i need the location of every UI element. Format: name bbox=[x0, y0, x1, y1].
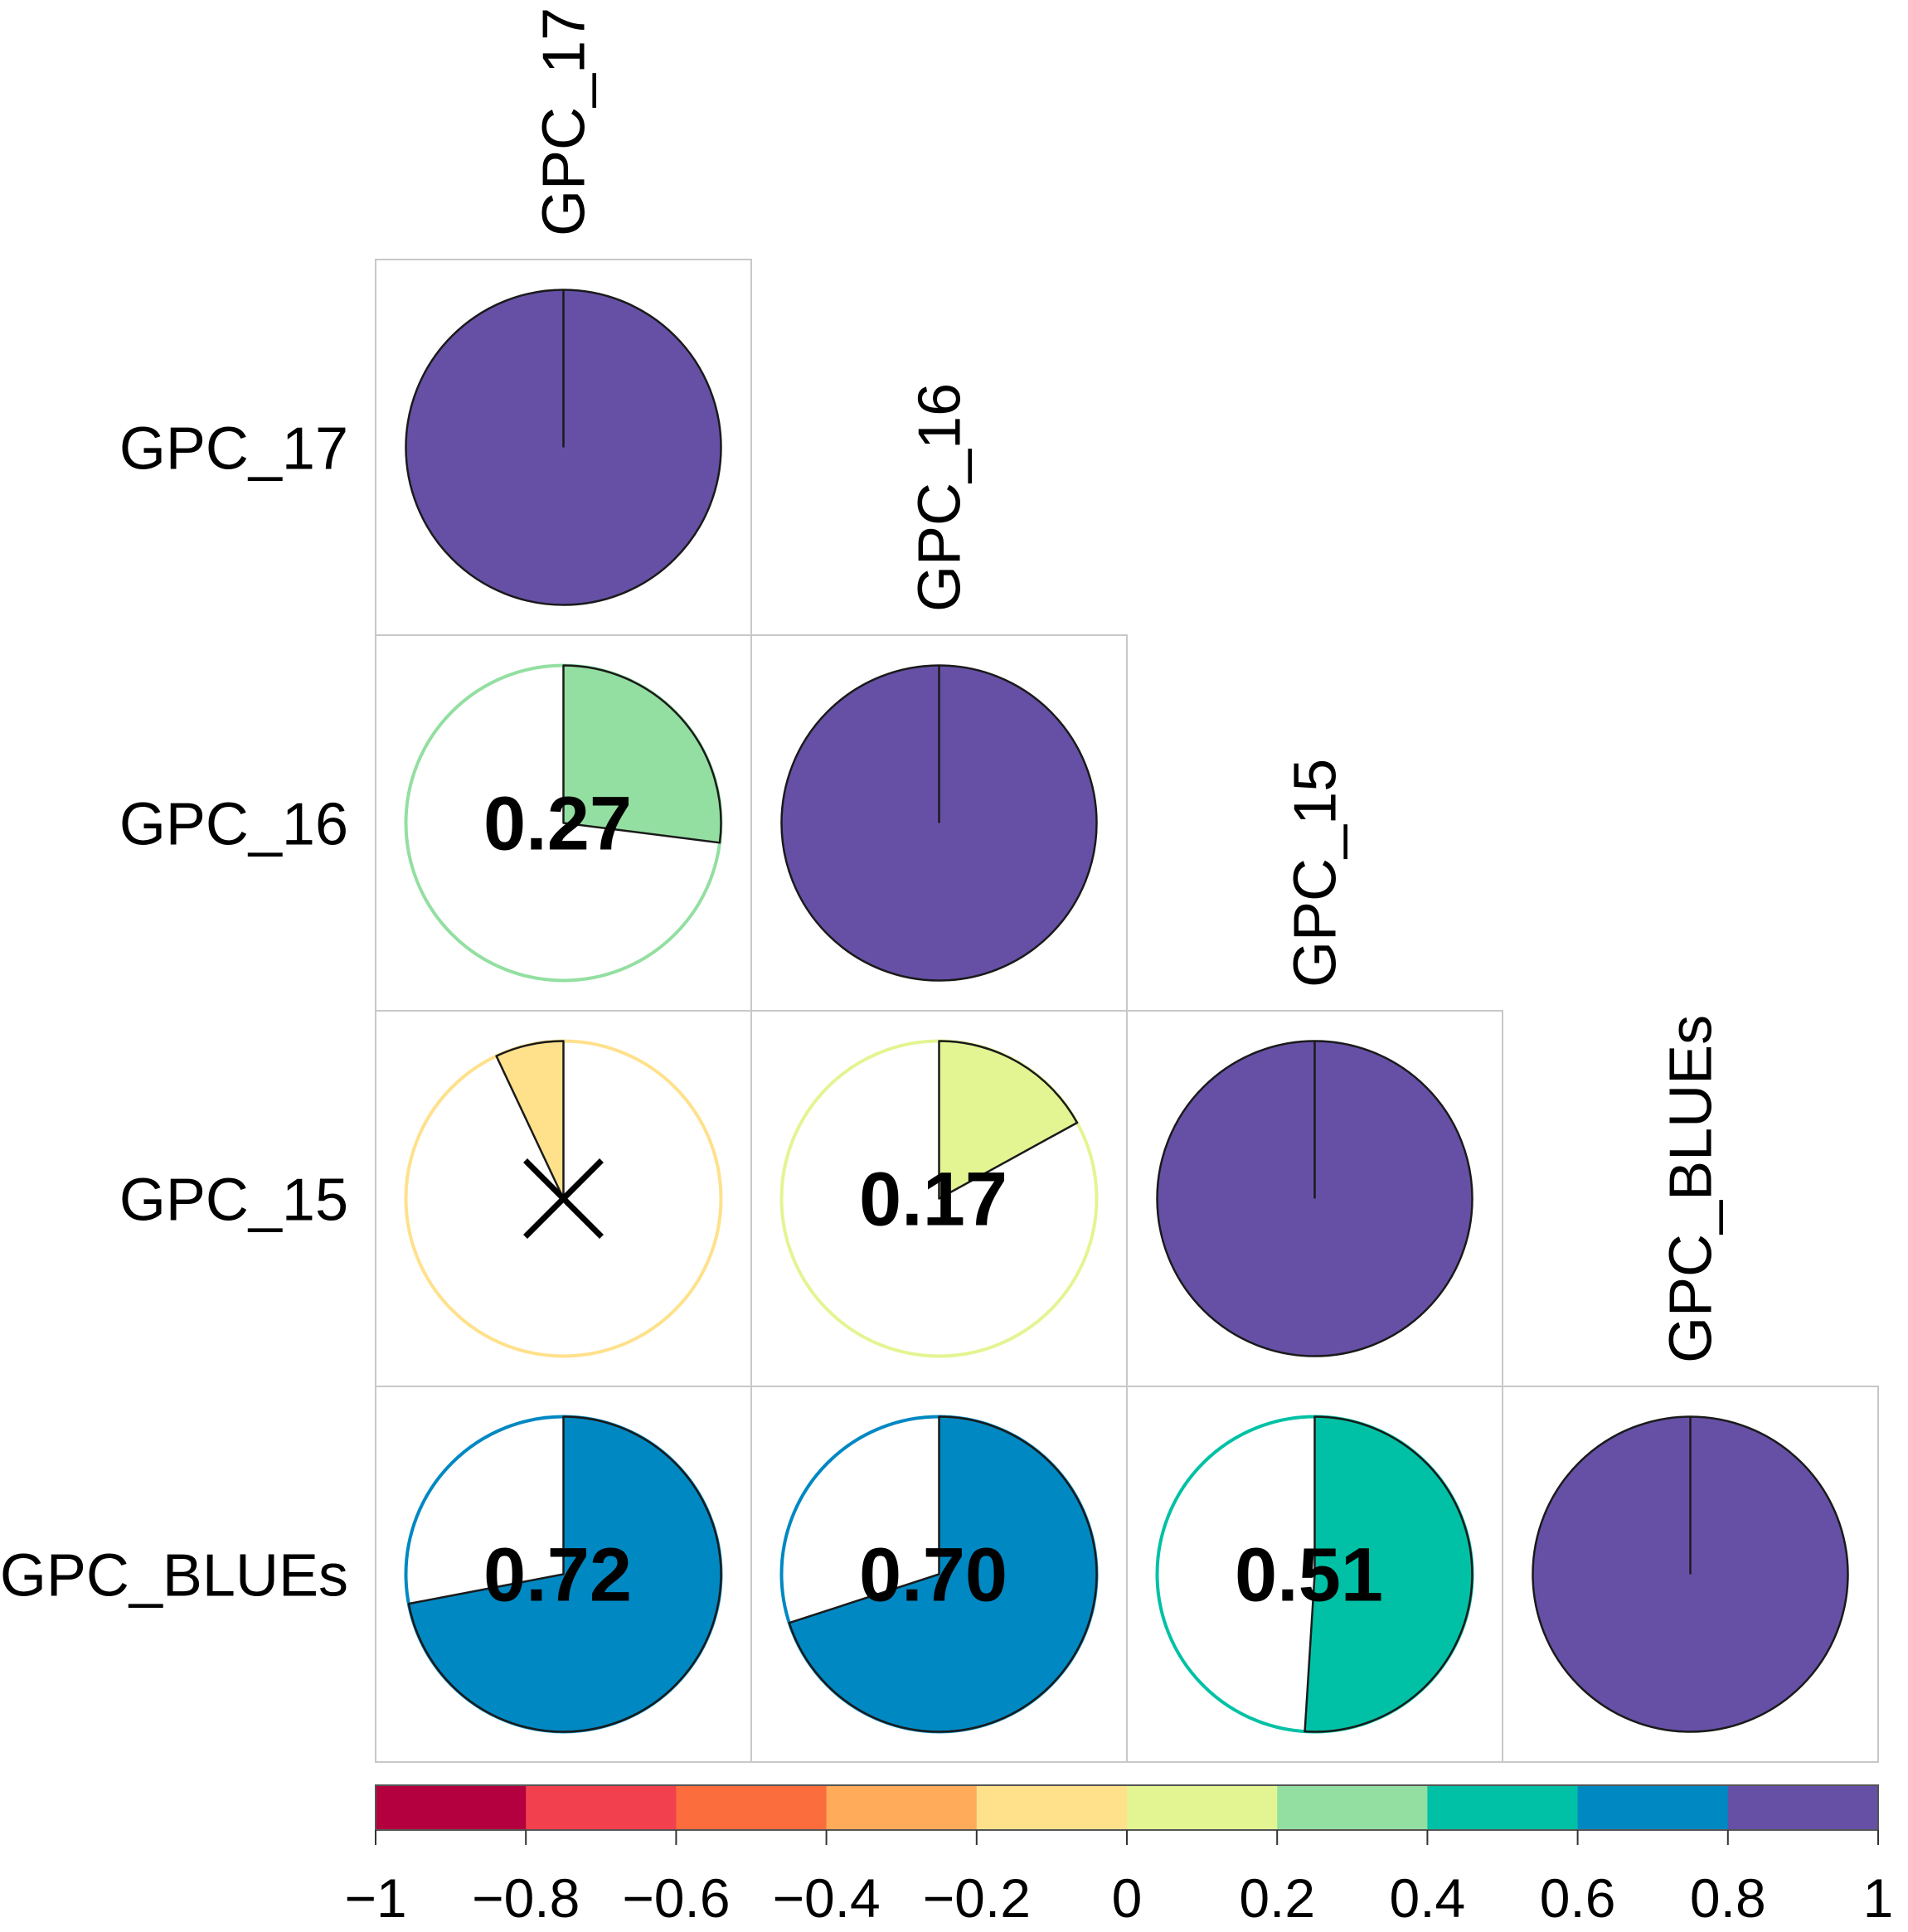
colorbar-segment bbox=[1727, 1785, 1879, 1830]
column-labels: GPC_17 GPC_16 GPC_15 GPC_BLUEs bbox=[532, 7, 1725, 1363]
colorbar-tick-label: −0.6 bbox=[622, 1867, 730, 1929]
colorbar-tick-label: −1 bbox=[344, 1867, 406, 1929]
cross-stroke bbox=[523, 1158, 604, 1239]
matrix-cell: 0.27 bbox=[375, 634, 752, 1012]
colorbar-segment bbox=[826, 1785, 978, 1830]
coefficient-label: 0.51 bbox=[1235, 1533, 1383, 1618]
row-label: GPC_BLUEs bbox=[0, 1543, 348, 1609]
colorbar-tick-label: −0.2 bbox=[923, 1867, 1031, 1929]
matrix-cell bbox=[375, 1010, 752, 1387]
matrix-cell bbox=[1126, 1010, 1503, 1387]
colorbar-tick-label: 0.4 bbox=[1390, 1867, 1466, 1929]
row-labels: GPC_17 GPC_16 GPC_15 GPC_BLUEs bbox=[0, 416, 348, 1609]
matrix-cell bbox=[1502, 1386, 1879, 1763]
column-label: GPC_16 bbox=[907, 383, 973, 612]
colorbar-tick-label: −0.8 bbox=[472, 1867, 580, 1929]
column-label: GPC_15 bbox=[1283, 759, 1349, 988]
coefficient-label: 0.17 bbox=[859, 1158, 1007, 1242]
matrix-cell: 0.70 bbox=[750, 1386, 1128, 1763]
insignificant-cross-mark bbox=[523, 1158, 604, 1239]
matrix-cell bbox=[375, 259, 752, 636]
colorbar-segment bbox=[1127, 1785, 1278, 1830]
coefficient-label: 0.70 bbox=[859, 1533, 1007, 1618]
colorbar-tick-label: −0.4 bbox=[772, 1867, 880, 1929]
colorbar-segment bbox=[376, 1785, 527, 1830]
column-label: GPC_17 bbox=[532, 7, 598, 236]
colorbar-segment bbox=[1427, 1785, 1579, 1830]
cell-border bbox=[1502, 1386, 1879, 1763]
row-label: GPC_15 bbox=[119, 1167, 348, 1234]
colorbar-tick-label: 0 bbox=[1112, 1867, 1143, 1929]
colorbar-segment bbox=[1577, 1785, 1729, 1830]
row-label: GPC_17 bbox=[119, 416, 348, 483]
colorbar-tick-label: 0.2 bbox=[1239, 1867, 1315, 1929]
colorbar-ticks: −1 −0.8 −0.6 −0.4 −0.2 0 0.2 0.4 0.6 0.8 1 bbox=[344, 1830, 1893, 1929]
colorbar-tick-label: 0.6 bbox=[1540, 1867, 1616, 1929]
pie-sector bbox=[562, 664, 722, 844]
pie-sector bbox=[407, 1415, 722, 1733]
colorbar-tick-label: 0.8 bbox=[1690, 1867, 1766, 1929]
colorbar bbox=[375, 1784, 1879, 1831]
coefficient-label: 0.72 bbox=[483, 1533, 632, 1618]
matrix-cell: 0.51 bbox=[1126, 1386, 1503, 1763]
row-label: GPC_16 bbox=[119, 792, 348, 858]
pie-sector bbox=[495, 1040, 565, 1200]
colorbar-tick-label: 1 bbox=[1863, 1867, 1894, 1929]
matrix-cell: 0.72 bbox=[375, 1386, 752, 1763]
colorbar-segment bbox=[976, 1785, 1128, 1830]
pie-sector bbox=[1304, 1415, 1473, 1733]
matrix-cells: 0.27 0.17 0.72 0.70 0.51 bbox=[375, 259, 1879, 1763]
matrix-cell bbox=[750, 634, 1128, 1012]
matrix-cell: 0.17 bbox=[750, 1010, 1128, 1387]
colorbar-segment bbox=[1277, 1785, 1428, 1830]
pie-sector bbox=[938, 1040, 1079, 1200]
pie-sector bbox=[788, 1415, 1098, 1733]
colorbar-segment bbox=[676, 1785, 828, 1830]
coefficient-label: 0.27 bbox=[483, 782, 632, 866]
colorbar-segment bbox=[526, 1785, 677, 1830]
column-label: GPC_BLUEs bbox=[1658, 1015, 1725, 1363]
